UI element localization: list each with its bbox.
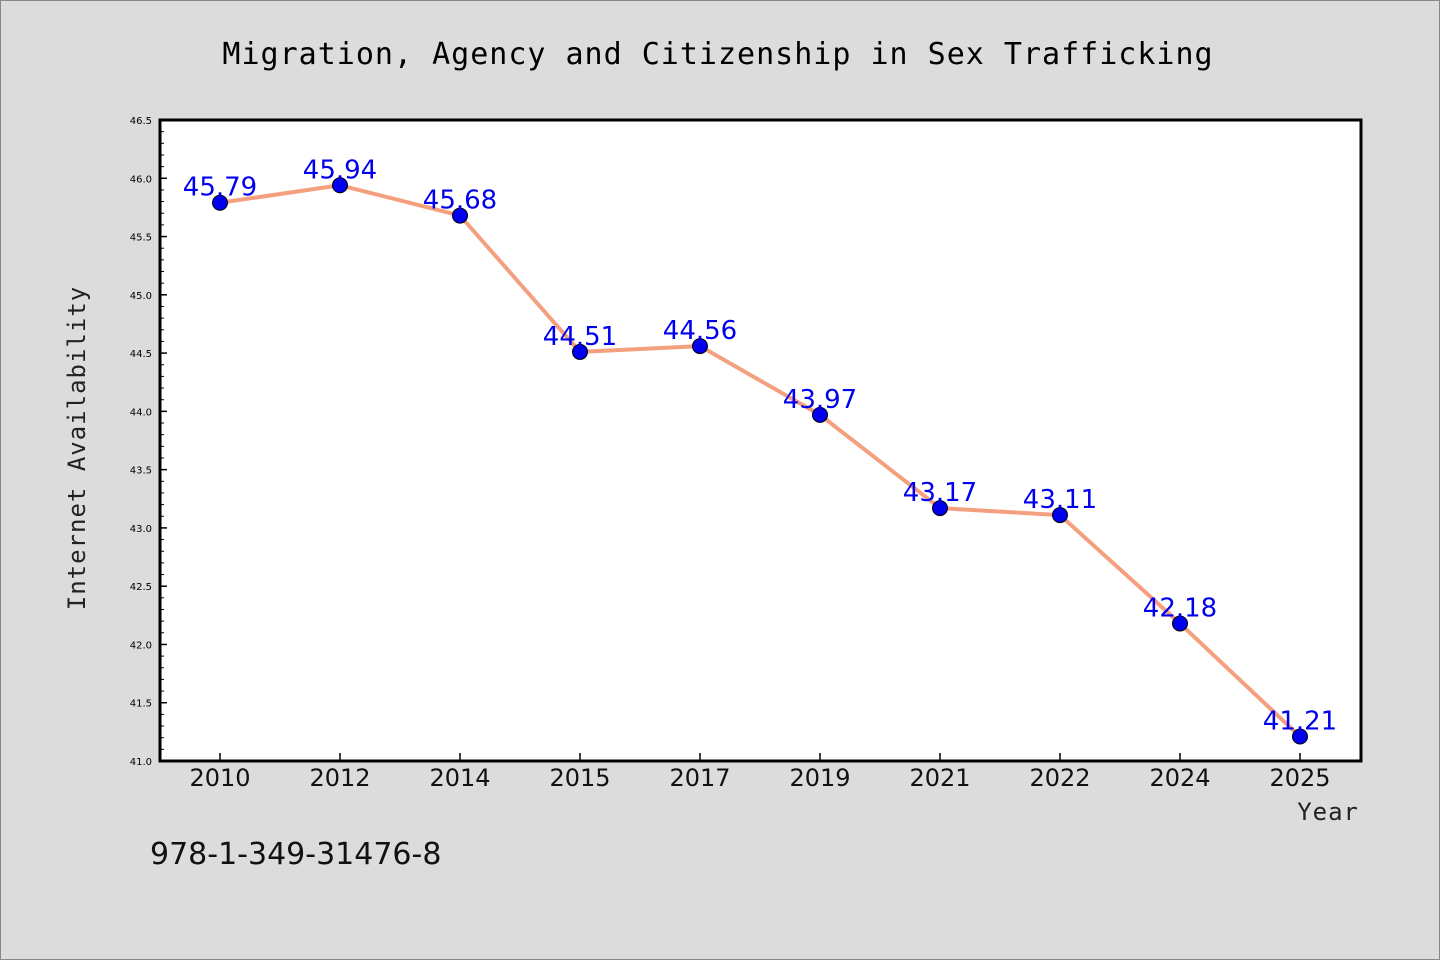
data-label: 45.79: [183, 173, 257, 203]
y-tick-label: 45.0: [130, 291, 152, 302]
series-line: [218, 183, 1302, 739]
data-point: [1052, 507, 1068, 524]
data-point: [212, 194, 228, 211]
y-tick-label: 41.0: [130, 757, 152, 768]
data-point: [692, 338, 708, 355]
data-point: [812, 406, 828, 423]
data-point: [332, 177, 348, 194]
y-tick-label: 46.0: [130, 174, 152, 185]
data-point: [452, 207, 468, 224]
x-tick-label: 2021: [909, 764, 970, 792]
data-label: 44.51: [543, 322, 617, 352]
y-tick-label: 43.0: [130, 524, 152, 535]
y-tick-label: 46.5: [130, 116, 152, 127]
x-tick-label: 2014: [429, 764, 490, 792]
data-label: 43.11: [1023, 485, 1097, 515]
data-label: 44.56: [663, 316, 737, 346]
x-axis-label: Year: [1297, 798, 1359, 826]
data-point: [1172, 615, 1188, 632]
x-axis: 2010 2012 2014 2015 2017 2019 2021 2022 2024 2025: [189, 753, 1331, 792]
x-tick-label: 2012: [309, 764, 370, 792]
plot-area: [158, 118, 1363, 763]
data-label: 45.94: [303, 155, 377, 185]
y-tick-label: 41.5: [130, 699, 152, 710]
data-point: [932, 500, 948, 517]
x-tick-label: 2017: [669, 764, 730, 792]
chart-title: Migration, Agency and Citizenship in Sex…: [222, 37, 1213, 72]
data-point: [572, 343, 588, 360]
y-tick-label: 42.5: [130, 582, 152, 593]
y-tick-label: 43.5: [130, 466, 152, 477]
data-label: 45.68: [423, 186, 497, 216]
x-tick-label: 2025: [1269, 764, 1330, 792]
x-tick-label: 2010: [189, 764, 250, 792]
y-tick-label: 44.0: [130, 407, 152, 418]
x-tick-label: 2022: [1029, 764, 1090, 792]
data-series: 45.79 45.94 45.68 44.51 44.56 43.97 43.17 43.11…: [183, 155, 1337, 745]
data-label: 42.18: [1143, 593, 1217, 623]
data-label: 43.97: [783, 385, 857, 415]
y-axis-label: Internet Availability: [63, 286, 91, 610]
x-tick-label: 2024: [1149, 764, 1210, 792]
x-tick-label: 2019: [789, 764, 850, 792]
x-tick-label: 2015: [549, 764, 610, 792]
y-tick-label: 44.5: [130, 349, 152, 360]
data-point: [1292, 728, 1308, 745]
y-tick-label: 45.5: [130, 233, 152, 244]
data-label: 41.21: [1263, 707, 1337, 737]
y-tick-label: 42.0: [130, 640, 152, 651]
isbn-text: 978-1-349-31476-8: [150, 837, 441, 872]
y-axis: 41.0 41.5 42.0 42.5 43.0 43.5 44.0 44.5 45.0 45.5…: [130, 116, 167, 768]
data-label: 43.17: [903, 478, 977, 508]
